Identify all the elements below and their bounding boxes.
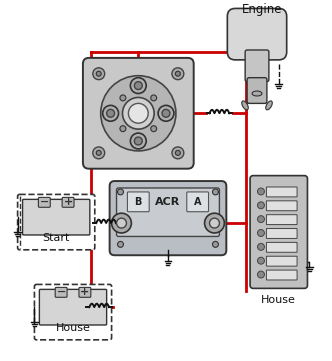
FancyBboxPatch shape bbox=[245, 50, 269, 82]
FancyBboxPatch shape bbox=[117, 188, 219, 236]
Circle shape bbox=[151, 95, 157, 101]
Text: −: − bbox=[56, 287, 66, 297]
FancyBboxPatch shape bbox=[23, 199, 90, 235]
Circle shape bbox=[258, 243, 264, 250]
FancyBboxPatch shape bbox=[110, 181, 226, 255]
Text: ACR: ACR bbox=[155, 197, 181, 207]
FancyBboxPatch shape bbox=[266, 187, 297, 197]
Circle shape bbox=[151, 126, 157, 132]
Circle shape bbox=[172, 147, 184, 159]
Circle shape bbox=[258, 216, 264, 223]
FancyBboxPatch shape bbox=[62, 197, 74, 207]
Text: +: + bbox=[63, 197, 73, 207]
Circle shape bbox=[175, 151, 180, 155]
Circle shape bbox=[117, 218, 126, 228]
FancyBboxPatch shape bbox=[266, 215, 297, 225]
FancyBboxPatch shape bbox=[55, 287, 67, 297]
Circle shape bbox=[162, 109, 170, 117]
Circle shape bbox=[112, 213, 131, 233]
Ellipse shape bbox=[266, 101, 272, 110]
FancyBboxPatch shape bbox=[247, 78, 267, 103]
Circle shape bbox=[258, 202, 264, 209]
FancyBboxPatch shape bbox=[83, 58, 194, 169]
FancyBboxPatch shape bbox=[266, 229, 297, 238]
Text: House: House bbox=[55, 323, 90, 333]
FancyBboxPatch shape bbox=[40, 290, 107, 325]
Text: Engine: Engine bbox=[242, 3, 282, 16]
Circle shape bbox=[212, 189, 218, 195]
Circle shape bbox=[96, 71, 101, 76]
Ellipse shape bbox=[252, 91, 262, 96]
FancyBboxPatch shape bbox=[127, 192, 149, 212]
FancyBboxPatch shape bbox=[18, 195, 95, 250]
Circle shape bbox=[158, 105, 174, 121]
FancyBboxPatch shape bbox=[79, 287, 91, 297]
Ellipse shape bbox=[242, 101, 248, 110]
Circle shape bbox=[107, 109, 115, 117]
FancyBboxPatch shape bbox=[39, 197, 50, 207]
Text: Start: Start bbox=[42, 233, 70, 243]
Circle shape bbox=[258, 257, 264, 264]
Circle shape bbox=[209, 218, 219, 228]
Text: A: A bbox=[194, 197, 202, 207]
FancyBboxPatch shape bbox=[266, 256, 297, 266]
FancyBboxPatch shape bbox=[250, 175, 307, 288]
Text: +: + bbox=[80, 287, 90, 297]
Circle shape bbox=[134, 82, 142, 90]
Circle shape bbox=[212, 242, 218, 247]
Text: B: B bbox=[134, 197, 142, 207]
Text: House: House bbox=[261, 295, 296, 305]
Circle shape bbox=[118, 189, 124, 195]
Circle shape bbox=[118, 242, 124, 247]
Circle shape bbox=[96, 151, 101, 155]
Circle shape bbox=[123, 97, 154, 129]
Text: −: − bbox=[40, 197, 49, 207]
FancyBboxPatch shape bbox=[266, 201, 297, 211]
Circle shape bbox=[258, 271, 264, 278]
FancyBboxPatch shape bbox=[266, 242, 297, 252]
Circle shape bbox=[205, 213, 224, 233]
FancyBboxPatch shape bbox=[266, 270, 297, 280]
Circle shape bbox=[101, 76, 176, 151]
FancyBboxPatch shape bbox=[227, 8, 287, 60]
Circle shape bbox=[258, 230, 264, 236]
Circle shape bbox=[130, 133, 146, 149]
Circle shape bbox=[93, 68, 105, 80]
Circle shape bbox=[175, 71, 180, 76]
Circle shape bbox=[258, 188, 264, 195]
Circle shape bbox=[103, 105, 119, 121]
Circle shape bbox=[120, 126, 126, 132]
Circle shape bbox=[130, 78, 146, 93]
FancyBboxPatch shape bbox=[187, 192, 208, 212]
Circle shape bbox=[128, 103, 148, 123]
FancyBboxPatch shape bbox=[35, 284, 112, 340]
Circle shape bbox=[93, 147, 105, 159]
Circle shape bbox=[134, 137, 142, 145]
Circle shape bbox=[172, 68, 184, 80]
Circle shape bbox=[120, 95, 126, 101]
